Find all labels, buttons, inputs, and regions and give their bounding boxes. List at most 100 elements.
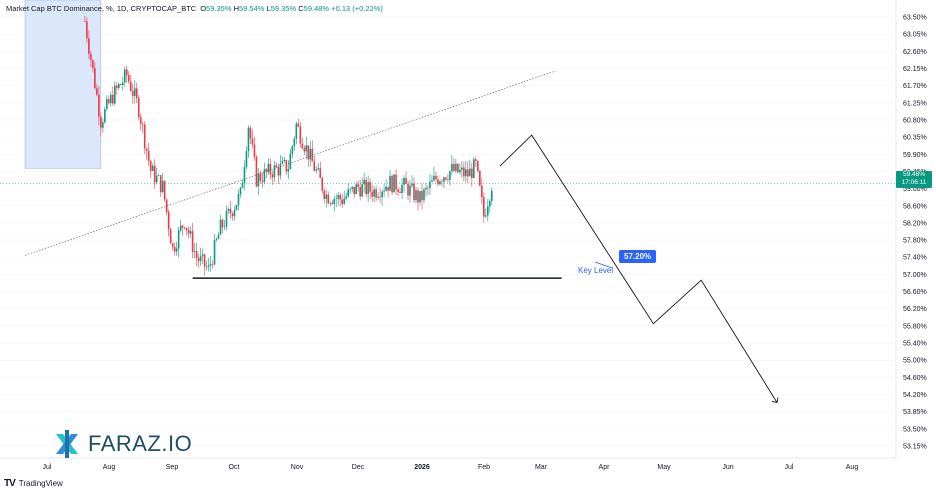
candle-body	[353, 186, 355, 195]
candle-body	[139, 117, 142, 124]
candle-body	[347, 189, 349, 197]
candle-body	[293, 138, 296, 147]
candle-body	[171, 243, 174, 247]
symbol-header: Market Cap BTC Dominance, %, 1D, CRYPTOC…	[6, 4, 383, 13]
candle-body	[84, 21, 86, 22]
candle-body	[479, 170, 481, 186]
y-tick-label: 55.00%	[903, 358, 927, 365]
candle-body	[417, 190, 419, 203]
y-tick-label: 61.70%	[903, 83, 927, 90]
candle-body	[309, 148, 312, 160]
y-tick-label: 53.85%	[903, 409, 927, 416]
y-tick-label: 61.25%	[903, 100, 927, 107]
tradingview-logo-icon: TV	[4, 478, 16, 489]
candle-body	[241, 182, 244, 188]
candle-body	[443, 177, 445, 182]
y-tick-label: 59.90%	[903, 152, 927, 159]
candle-body	[459, 169, 461, 173]
candle-body	[102, 122, 104, 128]
candle-body	[485, 215, 487, 217]
candle-body	[235, 205, 238, 210]
x-tick-label: Feb	[478, 464, 490, 471]
ohlc-readout: O59.35% H59.54% L59.35% C59.48% +0.13 (+…	[200, 4, 383, 13]
candle-body	[129, 81, 132, 91]
candle-body	[409, 185, 411, 196]
y-tick-label: 53.15%	[903, 444, 927, 451]
candle-body	[219, 219, 222, 235]
candle-body	[311, 148, 314, 162]
candle-body	[86, 21, 88, 39]
candle-body	[207, 265, 210, 267]
candle-body	[279, 163, 282, 176]
rising-trendline	[24, 70, 556, 256]
candle-body	[271, 174, 274, 178]
candle-body	[88, 38, 90, 54]
candle-body	[437, 179, 439, 185]
candle-body	[399, 191, 401, 193]
candle-body	[127, 75, 130, 82]
candle-body	[225, 210, 228, 227]
candle-body	[227, 208, 230, 211]
y-tick-label: 54.60%	[903, 375, 927, 382]
candle-body	[157, 175, 160, 176]
candle-body	[429, 181, 431, 188]
candle-body	[247, 127, 250, 152]
candle-body	[367, 181, 369, 195]
candle-body	[108, 99, 110, 104]
candle-body	[397, 189, 399, 192]
candle-body	[243, 166, 246, 183]
change-value: +0.13 (+0.22%)	[331, 4, 383, 13]
candle-body	[165, 199, 168, 213]
y-tick-label: 59.00%	[903, 186, 927, 193]
candle-body	[245, 151, 248, 167]
candle-body	[343, 198, 345, 204]
candle-body	[267, 163, 270, 172]
candle-body	[167, 212, 170, 230]
candle-body	[149, 160, 152, 171]
y-tick-label: 60.80%	[903, 117, 927, 124]
y-tick-label: 57.00%	[903, 272, 927, 279]
candle-body	[253, 144, 256, 157]
candle-body	[490, 190, 493, 201]
candle-body	[357, 184, 359, 187]
candle-body	[213, 239, 216, 265]
y-tick-label: 56.20%	[903, 306, 927, 313]
candle-body	[329, 202, 332, 204]
time-axis[interactable]: Jul Aug Sep Oct Nov Dec 2026 Feb Mar Apr May Jun Jul…	[0, 457, 896, 471]
candle-body	[371, 191, 373, 197]
candle-body	[287, 169, 290, 172]
candle-body	[281, 160, 284, 164]
x-tick-label: May	[657, 464, 671, 471]
y-tick-label: 60.35%	[903, 135, 927, 142]
candle-body	[153, 165, 156, 183]
candle-body	[345, 196, 347, 199]
candlestick-series	[84, 16, 493, 276]
candle-body	[255, 156, 258, 187]
candle-body	[421, 190, 423, 201]
candle-body	[297, 123, 300, 127]
candle-body	[359, 186, 361, 197]
candle-body	[337, 195, 340, 199]
candle-body	[259, 173, 262, 181]
candle-body	[120, 84, 122, 85]
footer[interactable]: TV TradingView	[4, 478, 63, 489]
candle-body	[401, 184, 403, 193]
candle-body	[237, 194, 240, 206]
candle-body	[487, 206, 489, 216]
grid	[0, 16, 896, 447]
price-callout[interactable]: 57.20%	[619, 250, 657, 263]
candle-body	[169, 229, 172, 244]
candle-body	[463, 167, 465, 177]
candle-body	[305, 145, 308, 152]
candle-body	[403, 178, 405, 185]
candle-body	[419, 190, 421, 203]
candle-body	[114, 85, 116, 104]
key-level-label[interactable]: Key Level	[578, 266, 614, 275]
candle-body	[473, 159, 475, 178]
candle-body	[215, 238, 218, 240]
candle-body	[217, 234, 220, 239]
candle-body	[197, 258, 200, 262]
candle-body	[433, 175, 435, 181]
candle-body	[389, 175, 391, 191]
